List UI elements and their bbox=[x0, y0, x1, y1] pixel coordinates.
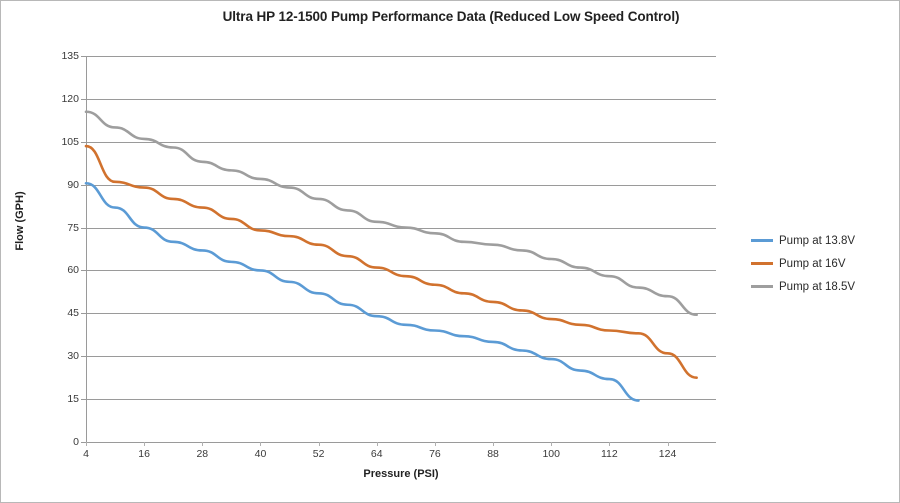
y-axis-tick-mark bbox=[81, 356, 86, 358]
x-axis-tick-mark bbox=[609, 442, 611, 446]
x-axis-tick-label: 112 bbox=[601, 448, 618, 460]
x-axis-tick-mark bbox=[551, 442, 553, 446]
y-axis-tick-label: 45 bbox=[67, 307, 79, 320]
y-axis-tick-mark bbox=[81, 270, 86, 272]
x-axis-tick-mark bbox=[376, 442, 378, 446]
y-axis-tick-mark bbox=[81, 98, 86, 100]
y-axis-tick-label: 0 bbox=[73, 436, 79, 448]
x-axis-tick-label: 52 bbox=[312, 448, 325, 460]
x-axis-tick-mark bbox=[434, 442, 436, 446]
chart-legend: Pump at 13.8V Pump at 16V Pump at 18.5V bbox=[751, 229, 891, 298]
y-axis-tick-label: 15 bbox=[67, 393, 79, 406]
y-axis-tick-label: 135 bbox=[61, 50, 79, 62]
x-axis-tick-label: 4 bbox=[83, 448, 89, 460]
gridline bbox=[86, 270, 716, 272]
gridline bbox=[86, 141, 716, 143]
x-axis-tick-label: 88 bbox=[487, 448, 499, 460]
legend-color-swatch bbox=[751, 285, 773, 288]
series-line bbox=[84, 110, 698, 317]
y-axis-tick-label: 90 bbox=[67, 178, 79, 191]
chart-title: Ultra HP 12-1500 Pump Performance Data (… bbox=[222, 9, 680, 24]
gridline bbox=[86, 442, 716, 443]
y-axis-tick-label: 105 bbox=[61, 135, 79, 148]
y-axis-tick-label: 60 bbox=[67, 264, 79, 277]
x-axis-tick-label: 100 bbox=[542, 448, 560, 460]
y-axis-tick-label: 120 bbox=[61, 92, 79, 105]
x-axis-tick-label: 16 bbox=[138, 448, 150, 460]
series-line bbox=[84, 181, 640, 402]
gridline bbox=[86, 98, 716, 100]
y-axis-tick-label: 75 bbox=[67, 221, 79, 234]
y-axis-tick-labels: 0 15 30 45 60 75 90 105 120 135 bbox=[41, 50, 79, 448]
x-axis-title: Pressure (PSI) bbox=[363, 468, 439, 480]
y-axis-tick-mark bbox=[81, 227, 86, 229]
series-lines bbox=[84, 110, 698, 402]
y-axis-title: Flow (GPH) bbox=[14, 191, 26, 251]
legend-item-label: Pump at 13.8V bbox=[779, 234, 856, 247]
legend-item[interactable]: Pump at 18.5V bbox=[751, 275, 891, 298]
gridline bbox=[86, 184, 716, 186]
x-axis-tick-mark bbox=[260, 442, 262, 446]
legend-item-label: Pump at 16V bbox=[779, 257, 846, 270]
legend-item[interactable]: Pump at 16V bbox=[751, 252, 891, 275]
x-axis-tick-label: 124 bbox=[658, 448, 677, 460]
x-axis-tick-mark bbox=[667, 442, 669, 446]
legend-item-label: Pump at 18.5V bbox=[779, 280, 856, 293]
gridline bbox=[86, 399, 716, 401]
x-axis-tick-mark bbox=[144, 442, 146, 446]
x-axis-tick-mark bbox=[202, 442, 204, 446]
y-axis-tick-mark bbox=[81, 399, 86, 401]
legend-item[interactable]: Pump at 13.8V bbox=[751, 229, 891, 252]
x-axis-tick-label: 64 bbox=[370, 448, 383, 460]
y-axis-tick-mark bbox=[81, 313, 86, 315]
x-axis-tick-mark bbox=[86, 442, 87, 446]
x-axis-tick-label: 76 bbox=[429, 448, 441, 460]
y-axis-tick-mark bbox=[81, 141, 86, 143]
y-axis-line bbox=[86, 56, 87, 442]
x-axis-tick-label: 28 bbox=[196, 448, 209, 460]
y-axis-tick-mark bbox=[81, 184, 86, 186]
y-axis-tick-mark bbox=[81, 442, 86, 443]
x-axis-tick-label: 40 bbox=[254, 448, 267, 460]
y-axis-tick-mark bbox=[81, 56, 86, 57]
legend-color-swatch bbox=[751, 239, 773, 242]
gridline bbox=[86, 313, 716, 315]
x-axis-tick-mark bbox=[318, 442, 320, 446]
series-line bbox=[84, 144, 698, 379]
legend-color-swatch bbox=[751, 262, 773, 265]
y-axis-tick-label: 30 bbox=[67, 350, 79, 363]
gridline bbox=[86, 56, 716, 57]
gridline bbox=[86, 356, 716, 358]
plot-area bbox=[84, 56, 716, 443]
x-axis-tick-mark bbox=[493, 442, 495, 446]
